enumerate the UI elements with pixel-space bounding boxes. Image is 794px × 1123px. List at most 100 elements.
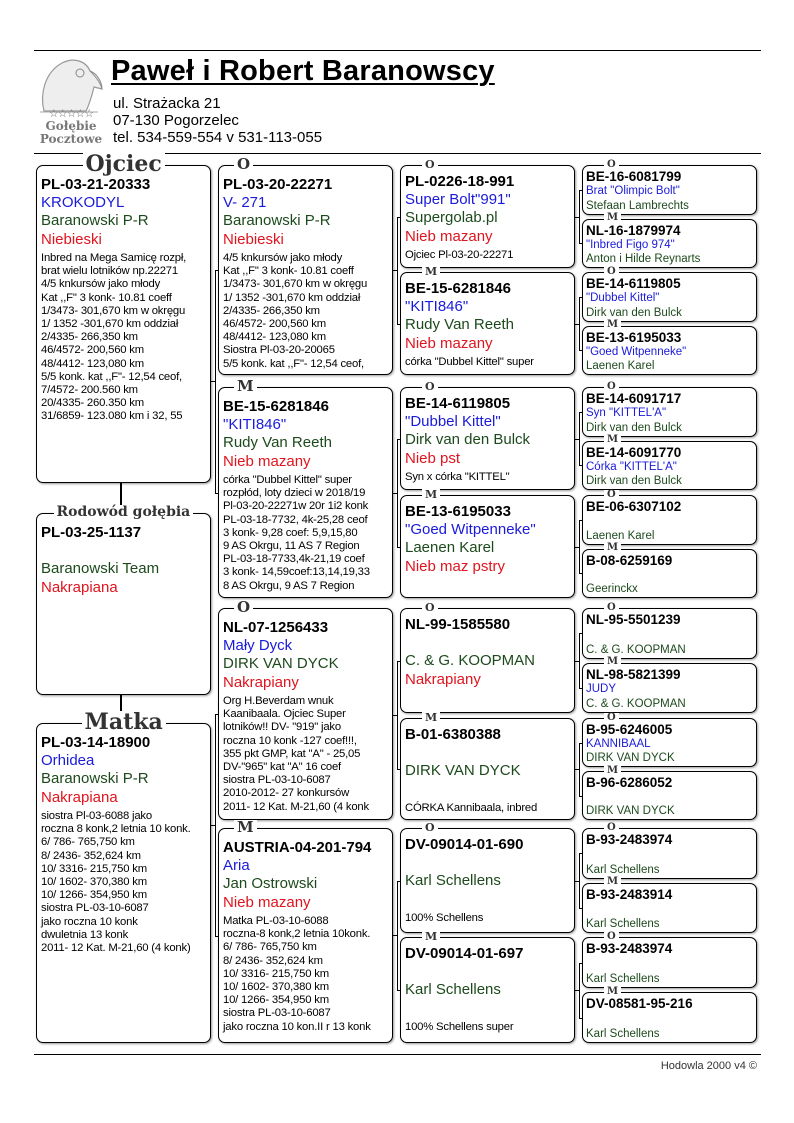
connector-line <box>396 880 400 882</box>
bird-name: "Goed Witpenneke" <box>405 521 536 538</box>
bird-color: Nakrapiana <box>41 789 118 806</box>
gen4-box[interactable]: B-95-6246005 KANNIBAAL DIRK VAN DYCK <box>582 718 757 767</box>
logo: ☆☆☆☆☆ Gołębie Pocztowe <box>34 55 108 147</box>
box-label: Matka <box>81 710 166 733</box>
bird-name <box>586 848 753 861</box>
connector-line <box>393 270 397 271</box>
bird-name <box>586 628 753 641</box>
great-grandparent-box[interactable]: PL-0226-18-991 Super Bolt"991" Supergolab.… <box>400 165 575 268</box>
note-line: siostra PL-03-10-6087 <box>223 1007 331 1020</box>
great-grandparent-box[interactable]: B-01-6380388 DIRK VAN DYCK CÓRKA Kannibaal… <box>400 718 575 820</box>
connector-line <box>575 990 579 991</box>
bird-ring: B-96-6286052 <box>586 775 673 790</box>
bird-name: "Inbred Figo 974" <box>586 238 675 251</box>
gen4-box[interactable]: BE-16-6081799 Brat "Olimpic Bolt" Stefaan … <box>582 165 757 215</box>
note-line: 8/ 2436- 352,624 km <box>223 954 323 967</box>
grandparent-box[interactable]: AUSTRIA-04-201-794 Aria Jan Ostrowski Nieb … <box>218 828 393 1043</box>
note-line: 6/ 786- 765,750 km <box>223 941 317 954</box>
footer-rule <box>34 1054 761 1055</box>
connector-line <box>396 880 398 990</box>
grandparent-box[interactable]: BE-15-6281846 "KITI846" Rudy Van Reeth Nieb… <box>218 387 393 598</box>
bird-ring: NL-16-1879974 <box>586 222 681 238</box>
great-grandparent-box[interactable]: NL-99-1585580 C. & G. KOOPMAN Nakrapiany <box>400 608 575 713</box>
great-grandparent-box[interactable]: BE-14-6119805 "Dubbel Kittel" Dirk van den… <box>400 387 575 490</box>
bird-color: Niebieski <box>223 231 284 248</box>
note-line: Syn x córka "KITTEL" <box>405 471 510 483</box>
bird-name: KROKODYL <box>41 194 125 211</box>
note-line: 2010-2012- 27 konkursów <box>223 787 350 800</box>
bird-ring: NL-95-5501239 <box>586 612 681 627</box>
bird-notes: Org H.Beverdam wnuk Kaanibaala. Ojciec Su… <box>223 695 388 814</box>
bird-ring: PL-03-25-1137 <box>41 524 142 541</box>
bird-breeder: C. & G. KOOPMAN <box>405 652 536 669</box>
note-line: 2011- 12 Kat. M-21,60 (4 konk) <box>41 942 191 955</box>
great-grandparent-box[interactable]: DV-09014-01-690 Karl Schellens 100% Schell… <box>400 828 575 933</box>
connector-line <box>575 323 579 325</box>
bird-name <box>586 1012 753 1025</box>
gen4-box[interactable]: B-93-2483914 Karl Schellens <box>582 882 757 933</box>
father-box[interactable]: PL-03-21-20333 KROKODYL Baranowski P-R Nieb… <box>36 165 211 483</box>
gen4-box[interactable]: BE-13-6195033 "Goed Witpenneke" Laenen Kar… <box>582 325 757 375</box>
grandparent-box[interactable]: PL-03-20-22271 V- 271 Baranowski P-R Niebie… <box>218 165 393 375</box>
note-line: Org H.Beverdam wnuk <box>223 695 334 707</box>
gen4-box[interactable]: B-93-2483974 Karl Schellens <box>582 828 757 879</box>
box-label: Rodowód gołębia <box>53 505 194 520</box>
connector-line <box>578 907 582 909</box>
connector-line <box>396 660 398 769</box>
note-line: rozpłód, loty dzieci w 2018/19 <box>223 487 366 500</box>
box-label: O <box>234 599 254 615</box>
bird-name: Brat "Olimpic Bolt" <box>586 185 680 197</box>
connector-line <box>578 573 582 575</box>
note-line: 5/5 konk. kat ,,F"- 12,54 ceof, <box>41 370 182 383</box>
note-line: 7/4572- 200.560 km <box>41 384 138 397</box>
subject-box[interactable]: PL-03-25-1137 Baranowski Team Nakrapiana <box>36 513 211 695</box>
bird-notes: Syn x córka "KITTEL" <box>405 471 570 484</box>
bird-ring: DV-09014-01-697 <box>405 945 524 962</box>
connector-line <box>578 350 582 352</box>
grandparent-box[interactable]: NL-07-1256433 Mały Dyck DIRK VAN DYCK Nakra… <box>218 608 393 820</box>
bird-breeder: DIRK VAN DYCK <box>586 752 675 764</box>
gen4-box[interactable]: NL-98-5821399 JUDY C. & G. KOOPMAN <box>582 662 757 713</box>
bird-name: Aria <box>223 857 250 874</box>
great-grandparent-box[interactable]: BE-15-6281846 "KITI846" Rudy Van Reeth Nieb… <box>400 272 575 375</box>
footer-credit: Hodowla 2000 v4 © <box>660 1060 757 1072</box>
gen4-box[interactable]: NL-16-1879974 "Inbred Figo 974" Anton i Hi… <box>582 218 757 268</box>
note-line: 8 AS Okrgu, 9 AS 7 Region <box>223 579 355 592</box>
connector-line <box>578 742 582 744</box>
bird-ring: B-95-6246005 <box>586 722 673 737</box>
gen4-box[interactable]: B-08-6259169 Geerinckx <box>582 548 757 598</box>
gen4-box[interactable]: BE-14-6091717 Syn "KITTEL'A" Dirk van den … <box>582 387 757 437</box>
note-line: 2011- 12 Kat. M-21,60 (4 konk <box>223 800 369 813</box>
great-grandparent-box[interactable]: BE-13-6195033 "Goed Witpenneke" Laenen Kar… <box>400 495 575 598</box>
bird-color: Nakrapiany <box>405 671 481 688</box>
great-grandparent-box[interactable]: DV-09014-01-697 Karl Schellens 100% Schell… <box>400 937 575 1043</box>
gen4-box[interactable]: B-93-2483974 Karl Schellens <box>582 937 757 988</box>
connector-line <box>578 296 582 298</box>
note-line: Ojciec Pl-03-20-22271 <box>405 249 514 261</box>
bird-ring: NL-07-1256433 <box>223 619 329 636</box>
gen4-box[interactable]: BE-14-6119805 "Dubbel Kittel" Dirk van den… <box>582 272 757 322</box>
box-label: M <box>234 378 257 394</box>
note-line: 8/ 2436- 352,624 km <box>41 849 141 862</box>
note-line: 100% Schellens <box>405 912 484 924</box>
box-label: O <box>422 380 438 392</box>
bird-ring: PL-03-14-18900 <box>41 734 151 751</box>
note-line: 1/ 1352 -301,670 km oddział <box>41 318 179 331</box>
bird-notes: Ojciec Pl-03-20-22271 <box>405 249 570 262</box>
bird-ring: BE-14-6091770 <box>586 444 682 460</box>
bird-notes: siostra Pl-03-6088 jako roczna 8 konk,2 l… <box>41 810 206 955</box>
box-label: O <box>422 821 438 833</box>
gen4-box[interactable]: BE-06-6307102 Laenen Karel <box>582 495 757 545</box>
mother-box[interactable]: PL-03-14-18900 Orhidea Baranowski P-R Nakra… <box>36 723 211 1043</box>
note-line: DV-"965" kat "A" 16 coef <box>223 761 341 774</box>
note-line: 1/3473- 301,670 km w okręgu <box>223 278 368 291</box>
note-line: 10/ 1602- 370,380 km <box>223 981 329 994</box>
gen4-box[interactable]: DV-08581-95-216 Karl Schellens <box>582 992 757 1043</box>
connector-line <box>578 519 582 521</box>
gen4-box[interactable]: NL-95-5501239 C. & G. KOOPMAN <box>582 608 757 659</box>
gen4-box[interactable]: B-96-6286052 DIRK VAN DYCK <box>582 771 757 820</box>
gen4-box[interactable]: BE-14-6091770 Córka "KITTEL'A" Dirk van de… <box>582 440 757 490</box>
connector-line <box>393 935 397 937</box>
bird-breeder: Laenen Karel <box>586 529 655 542</box>
connector-line <box>578 243 582 245</box>
